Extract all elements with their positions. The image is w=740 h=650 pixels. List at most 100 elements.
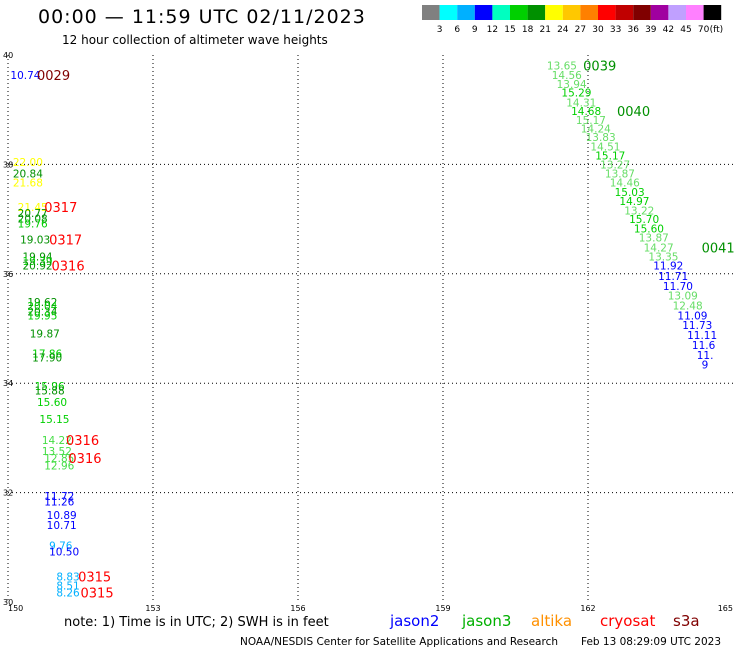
pass-time-label: 0317: [49, 233, 82, 248]
longitude-tick-label: 156: [290, 604, 305, 613]
wave-height-label: 14.24: [581, 123, 611, 135]
wave-height-label: 11.71: [658, 271, 688, 283]
wave-height-label: 19.94: [23, 251, 53, 263]
wave-height-label: 14.27: [644, 243, 674, 255]
pass-time-label: 0315: [78, 570, 111, 585]
legend-label: 24: [557, 25, 569, 35]
legend-swatch: [703, 5, 722, 20]
wave-height-label: 13.52: [42, 446, 72, 458]
wave-height-label: 10.71: [47, 520, 77, 532]
pass-time-label: 0316: [66, 434, 99, 449]
wave-height-label: 17.86: [32, 349, 62, 361]
wave-height-label: 8.51: [56, 581, 79, 593]
wave-height-label: 19.76: [18, 218, 48, 230]
wave-height-label: 14.68: [571, 106, 601, 118]
legend-label: 15: [504, 25, 515, 35]
legend-label: 27: [575, 25, 586, 35]
wave-height-label: 11.: [697, 350, 714, 362]
legend-swatch: [492, 5, 510, 20]
legend-label: 12: [487, 25, 498, 35]
legend-swatch: [545, 5, 563, 20]
wave-height-label: 19.95: [27, 310, 57, 322]
latitude-tick-label: 30: [3, 598, 13, 607]
legend-label: 9: [472, 25, 478, 35]
wave-height-label: 11.72: [44, 491, 74, 503]
legend-swatch: [598, 5, 616, 20]
legend-swatch: [510, 5, 528, 20]
longitude-tick-label: 150: [8, 604, 23, 613]
wave-height-label: 15.88: [35, 385, 65, 397]
wave-height-label: 9: [702, 360, 709, 372]
wave-height-label: 14.22: [42, 435, 72, 447]
pass-time-label: 0317: [44, 201, 77, 216]
wave-height-label: 14.31: [566, 98, 596, 110]
legend-swatch: [580, 5, 598, 20]
longitude-tick-label: 165: [718, 604, 733, 613]
satellite-legend-altika: altika: [531, 612, 572, 630]
legend-label: 42: [663, 25, 674, 35]
legend-label: 36: [627, 25, 639, 35]
wave-height-label: 22.00: [13, 157, 43, 169]
pass-time-label: 0041: [702, 242, 735, 257]
wave-height-label: 12.85: [44, 453, 74, 465]
wave-height-label: 20.92: [23, 261, 53, 273]
generated-timestamp: Feb 13 08:29:09 UTC 2023: [581, 636, 721, 648]
wave-height-label: 11.26: [44, 496, 74, 508]
wave-height-label: 13.94: [557, 79, 587, 91]
wave-height-label: 13.35: [648, 251, 678, 263]
page-title: 00:00 — 11:59 UTC 02/11/2023: [38, 6, 366, 28]
wave-height-label: 14.97: [619, 196, 649, 208]
wave-height-label: 13.65: [547, 60, 577, 72]
wave-height-label: 19.62: [27, 297, 57, 309]
wave-height-label: 10.74: [10, 70, 40, 82]
wave-height-label: 15.17: [595, 151, 625, 163]
color-legend: 3 6 9 12 15 18 21 24 27 30 33 36 39 42 45 70 (ft): [422, 5, 723, 35]
legend-swatch: [562, 5, 581, 20]
latitude-tick-label: 40: [3, 51, 13, 60]
longitude-tick-label: 159: [435, 604, 450, 613]
wave-height-label: 15.03: [615, 187, 645, 199]
wave-height-label: 13.83: [586, 132, 616, 144]
pass-time-label: 0316: [52, 260, 85, 275]
wave-height-label: 14.46: [610, 177, 640, 189]
legend-swatch: [668, 5, 686, 20]
wave-height-label: 21.68: [13, 177, 43, 189]
legend-label: 6: [454, 25, 460, 35]
footer-note: note: 1) Time is in UTC; 2) SWH is in fe…: [64, 615, 329, 630]
satellite-legend-s3a: s3a: [673, 612, 700, 630]
legend-swatch: [527, 5, 546, 20]
wave-height-label: 19.87: [30, 328, 60, 340]
wave-height-label: 15.60: [634, 223, 664, 235]
wave-height-label: 11.09: [677, 310, 707, 322]
wave-height-label: 20.04: [27, 301, 57, 313]
wave-height-label: 9.76: [49, 541, 73, 553]
legend-swatch: [474, 5, 493, 20]
legend-label: 39: [645, 25, 657, 35]
legend-label: 70: [698, 25, 710, 35]
wave-height-label: 13.22: [624, 205, 654, 217]
wave-height-label: 15.70: [629, 214, 659, 226]
legend-swatch: [422, 5, 440, 20]
legend-swatch: [457, 5, 475, 20]
wave-height-label: 19.03: [20, 234, 50, 246]
wave-height-label: 11.70: [663, 281, 693, 293]
legend-label: 45: [680, 25, 691, 35]
wave-height-label: 12.48: [673, 301, 703, 313]
wave-height-label: 15.60: [37, 397, 67, 409]
legend-label: 3: [437, 25, 443, 35]
legend-label: 33: [610, 25, 621, 35]
wave-height-label: 8.26: [56, 588, 80, 600]
longitude-tick-label: 153: [145, 604, 160, 613]
wave-height-label: 20.84: [13, 169, 43, 181]
satellite-legend-jason2: jason2: [389, 612, 439, 630]
wave-height-label: 14.56: [552, 70, 582, 82]
wave-height-label: 20.08: [18, 214, 48, 226]
wave-height-label: 15.96: [35, 381, 65, 393]
pass-time-label: 0039: [583, 59, 616, 74]
latitude-tick-label: 38: [3, 160, 13, 169]
wave-height-label: 20.34: [27, 307, 57, 319]
satellite-legend-cryosat: cryosat: [600, 612, 655, 630]
wave-height-label: 14.51: [590, 141, 620, 153]
wave-height-label: 13.87: [639, 233, 669, 245]
